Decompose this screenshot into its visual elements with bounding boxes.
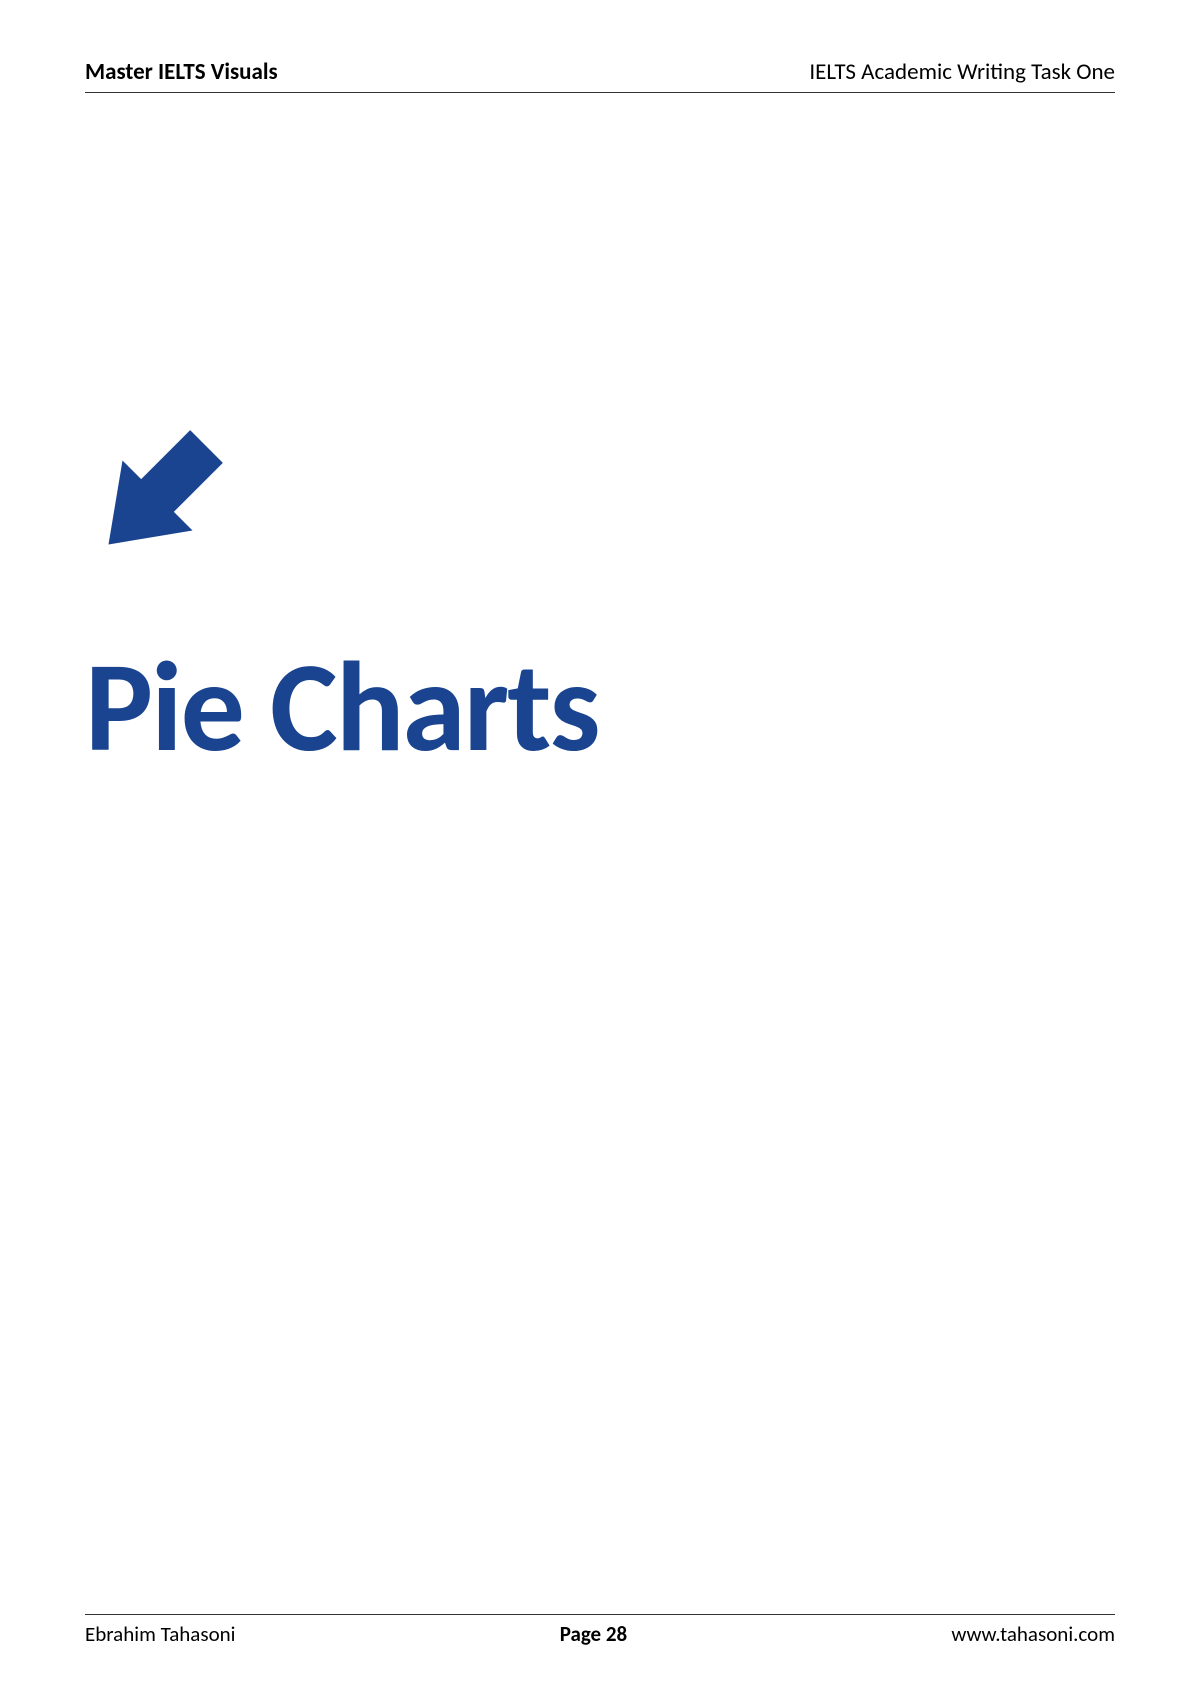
page-header: Master IELTS Visuals IELTS Academic Writ… xyxy=(85,58,1115,93)
footer-page-number: Page 28 xyxy=(560,1621,627,1647)
down-right-arrow-icon xyxy=(75,413,1115,583)
document-page: Master IELTS Visuals IELTS Academic Writ… xyxy=(0,0,1200,1697)
footer-author: Ebrahim Tahasoni xyxy=(85,1621,236,1647)
section-title: Pie Charts xyxy=(85,643,1115,771)
footer-url: www.tahasoni.com xyxy=(951,1621,1115,1647)
page-content: Pie Charts xyxy=(85,93,1115,1614)
header-title-right: IELTS Academic Writing Task One xyxy=(809,58,1115,86)
page-footer: Ebrahim Tahasoni Page 28 www.tahasoni.co… xyxy=(85,1614,1115,1647)
header-title-left: Master IELTS Visuals xyxy=(85,58,278,86)
